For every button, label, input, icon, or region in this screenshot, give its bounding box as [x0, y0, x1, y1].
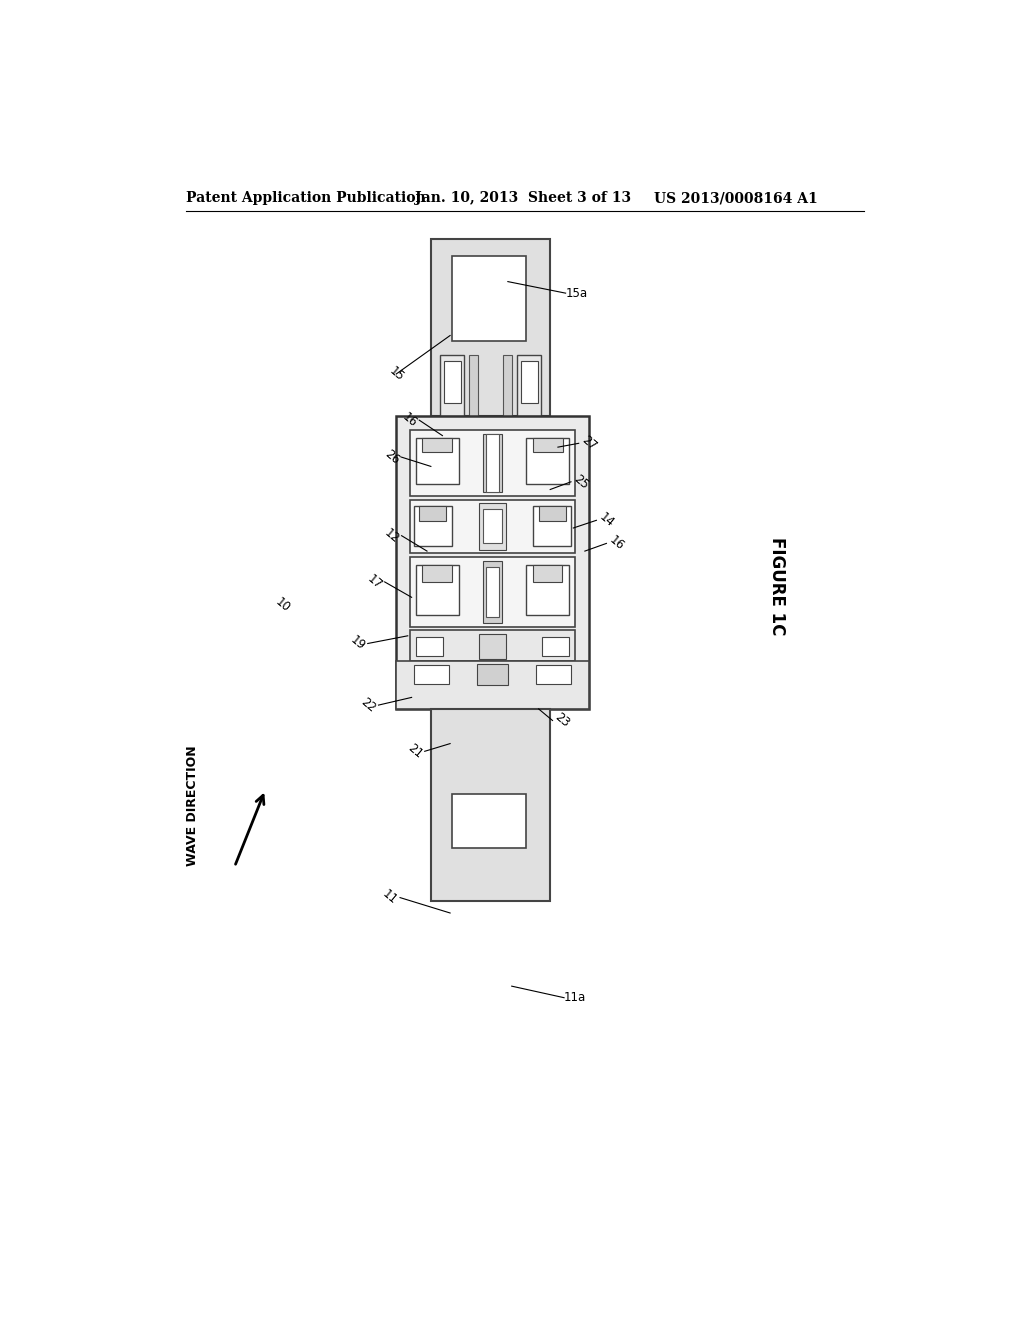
Bar — [414, 665, 449, 684]
Bar — [532, 506, 571, 545]
Bar — [469, 355, 478, 416]
Text: 23: 23 — [553, 710, 572, 730]
Text: 12: 12 — [382, 525, 401, 545]
Text: 17: 17 — [365, 572, 385, 591]
Bar — [410, 499, 574, 553]
Bar — [431, 239, 550, 416]
Bar — [483, 508, 502, 544]
Bar — [483, 561, 502, 623]
Bar — [479, 503, 506, 549]
Text: Patent Application Publication: Patent Application Publication — [186, 191, 426, 206]
Text: 16: 16 — [399, 411, 419, 430]
Bar — [410, 631, 574, 661]
Text: 22: 22 — [358, 696, 379, 715]
Bar — [453, 793, 525, 847]
Bar — [537, 665, 571, 684]
Bar — [419, 506, 446, 521]
Bar — [477, 664, 508, 685]
Bar — [542, 636, 568, 656]
Bar — [503, 355, 512, 416]
Bar — [416, 565, 459, 615]
Text: 15a: 15a — [565, 286, 588, 300]
Bar — [422, 438, 453, 451]
Text: Jan. 10, 2013  Sheet 3 of 13: Jan. 10, 2013 Sheet 3 of 13 — [416, 191, 632, 206]
Bar — [422, 565, 452, 582]
Bar — [396, 661, 589, 709]
Text: 16: 16 — [606, 533, 627, 553]
Text: 11a: 11a — [564, 991, 587, 1005]
Bar — [440, 355, 464, 416]
Bar — [539, 506, 565, 521]
Bar — [410, 557, 574, 627]
Text: 11: 11 — [380, 888, 400, 907]
Bar — [416, 438, 459, 484]
Text: FIGURE 1C: FIGURE 1C — [768, 536, 786, 635]
Text: 26: 26 — [382, 447, 401, 467]
Bar — [483, 434, 502, 492]
Bar — [486, 434, 499, 492]
Bar — [479, 635, 506, 659]
Bar — [431, 709, 550, 902]
Text: 25: 25 — [571, 473, 591, 491]
Bar — [414, 506, 453, 545]
Bar — [410, 430, 574, 496]
Bar — [453, 256, 525, 341]
Text: 15: 15 — [386, 364, 407, 384]
Bar — [443, 360, 461, 404]
Bar — [526, 565, 568, 615]
Text: US 2013/0008164 A1: US 2013/0008164 A1 — [654, 191, 818, 206]
Bar — [517, 355, 541, 416]
Bar — [526, 438, 568, 484]
Text: WAVE DIRECTION: WAVE DIRECTION — [185, 744, 199, 866]
Bar — [532, 438, 562, 451]
Bar — [396, 416, 589, 709]
Text: 19: 19 — [348, 634, 368, 653]
Bar — [520, 360, 538, 404]
Text: 14: 14 — [596, 511, 616, 531]
Text: 21: 21 — [404, 742, 425, 762]
Bar — [416, 636, 443, 656]
Bar — [486, 566, 499, 616]
Text: 27: 27 — [579, 433, 599, 453]
Bar — [532, 565, 562, 582]
Text: 10: 10 — [272, 595, 292, 615]
